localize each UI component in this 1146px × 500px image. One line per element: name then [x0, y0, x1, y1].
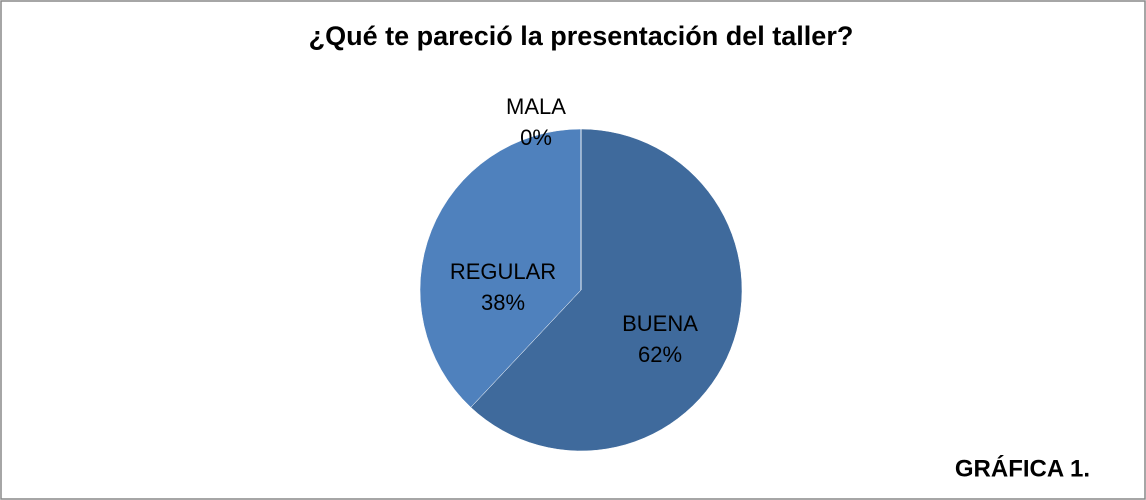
slice-label: BUENA — [622, 311, 698, 336]
pie-slice — [419, 128, 582, 408]
slice-value-label: 62% — [638, 342, 682, 367]
caption: GRÁFICA 1. — [955, 454, 1090, 482]
slice-label: REGULAR — [450, 259, 556, 284]
slice-label: MALA — [506, 94, 566, 119]
slice-value-label: 0% — [520, 125, 552, 150]
pie-slice — [470, 128, 743, 452]
slice-value-label: 38% — [481, 290, 525, 315]
chart-title: ¿Qué te pareció la presentación del tall… — [309, 21, 854, 51]
